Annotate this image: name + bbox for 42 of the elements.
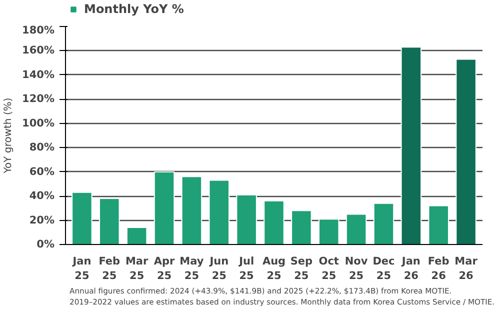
y-tick-label: 180% xyxy=(22,24,55,36)
x-tick-label: Apr 25 xyxy=(154,256,176,282)
y-tick-label: 40% xyxy=(29,190,55,202)
x-tick-label: Mar 25 xyxy=(125,256,150,282)
bar xyxy=(236,194,257,244)
x-tick-label: May 25 xyxy=(180,256,204,282)
bar xyxy=(373,202,394,244)
bar xyxy=(181,176,202,244)
bar xyxy=(346,214,367,244)
x-tick-label: Oct 25 xyxy=(318,256,339,282)
x-tick-label: Jan 25 xyxy=(72,256,92,282)
x-tick-label: Jul 25 xyxy=(238,256,254,282)
bar xyxy=(291,210,312,244)
bar xyxy=(99,198,120,244)
bar xyxy=(428,205,449,244)
y-tick-label: 60% xyxy=(29,166,55,178)
bar xyxy=(72,192,92,244)
x-tick-label: Nov 25 xyxy=(344,256,368,282)
y-tick-label: 80% xyxy=(29,142,55,154)
y-tick-label: 140% xyxy=(22,68,55,81)
y-tick-label: 100% xyxy=(22,117,55,130)
bar xyxy=(208,180,230,244)
legend-label: Monthly YoY % xyxy=(84,2,184,16)
bar xyxy=(400,46,422,244)
x-tick-label: Feb 26 xyxy=(428,256,450,282)
x-tick-label: Jan 26 xyxy=(400,256,420,282)
x-tick-label: Mar 26 xyxy=(454,256,478,282)
x-tick-label: Aug 25 xyxy=(262,256,286,282)
bar xyxy=(456,58,476,244)
x-tick-label: Feb 25 xyxy=(98,256,121,282)
x-tick-label: Jun 25 xyxy=(208,256,229,282)
y-axis-title: YoY growth (%) xyxy=(3,98,14,174)
y-tick-label: 0% xyxy=(36,238,55,250)
y-tick-label: 120% xyxy=(22,93,55,106)
x-tick-label: Dec 25 xyxy=(372,256,395,282)
y-tick-label: 160% xyxy=(22,44,55,57)
bar xyxy=(126,227,148,244)
bar xyxy=(154,171,175,244)
bar xyxy=(264,200,284,244)
y-tick-label: 20% xyxy=(29,214,55,226)
bar xyxy=(318,218,340,244)
x-tick-label: Sep 25 xyxy=(290,256,314,282)
